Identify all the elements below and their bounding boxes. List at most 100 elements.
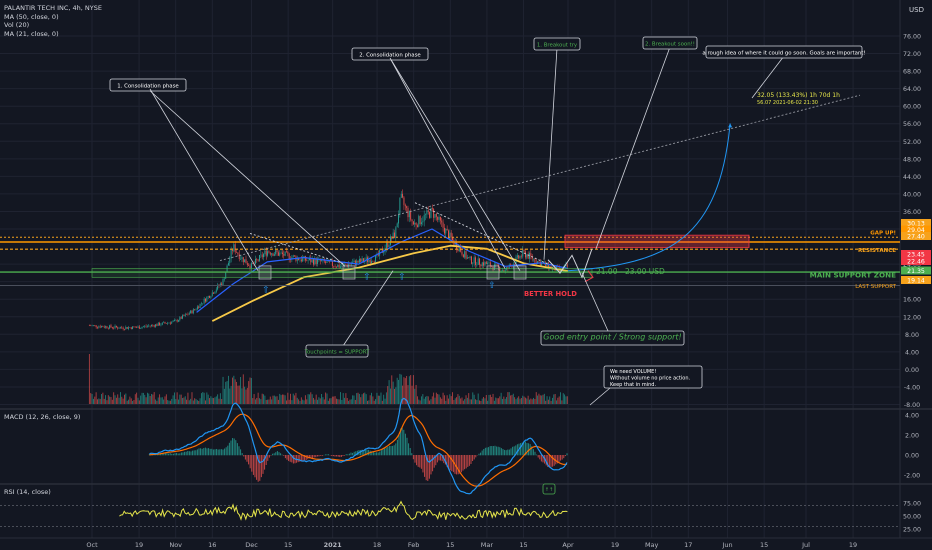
- macd-hist-185: [444, 455, 446, 465]
- volume-bar-352: [564, 394, 566, 404]
- macd-hist-56: [238, 446, 240, 456]
- candle-body-36: [137, 326, 139, 328]
- rsi-tick-0: 75.00: [903, 501, 921, 508]
- volume-bar-117: [246, 387, 248, 404]
- volume-bar-60: [169, 400, 171, 404]
- volume-bar-143: [281, 394, 283, 404]
- volume-bar-255: [433, 392, 435, 404]
- volume-bar-263: [443, 395, 445, 404]
- macd-hist-250: [548, 455, 550, 468]
- volume-bar-231: [400, 374, 402, 404]
- candle-body-184: [337, 264, 339, 268]
- candle-body-330: [534, 258, 536, 263]
- volume-bar-70: [183, 397, 185, 404]
- volume-bar-156: [299, 400, 301, 404]
- candle-body-95: [217, 284, 219, 290]
- volume-bar-82: [199, 398, 201, 404]
- macd-hist-15: [172, 453, 174, 456]
- volume-bar-294: [485, 394, 487, 404]
- target-line2: 56.07 2021-06-02 21:30: [757, 100, 818, 106]
- rsi-legend[interactable]: RSI (14, close): [4, 488, 51, 496]
- candle-body-182: [334, 266, 336, 267]
- candle-body-306: [502, 270, 503, 271]
- volume-bar-103: [227, 375, 229, 404]
- drawing-layer[interactable]: ⇧ ⇧ ⇧ ⇧ 1. Consolidation phase 2. Consolidati…: [0, 36, 900, 495]
- macd-hist-85: [284, 455, 286, 459]
- vol-legend[interactable]: Vol (20): [4, 21, 30, 30]
- volume-bar-342: [550, 400, 552, 404]
- macd-hist-97: [304, 455, 306, 461]
- candle-body-67: [179, 317, 181, 321]
- macd-tick-3: -2.00: [904, 473, 920, 480]
- volume-bar-274: [458, 395, 460, 404]
- macd-hist-174: [427, 455, 429, 481]
- candle-body-91: [211, 292, 213, 297]
- macd-hist-259: [563, 455, 565, 459]
- volume-bar-141: [279, 393, 281, 404]
- touch-arrow-0: ⇧: [262, 286, 270, 296]
- macd-hist-114: [331, 455, 333, 457]
- macd-hist-177: [432, 455, 434, 472]
- macd-hist-139: [371, 451, 373, 456]
- volume-bar-159: [303, 400, 305, 404]
- volume-bar-83: [200, 393, 202, 404]
- volume-bar-285: [473, 394, 475, 404]
- candle-body-207: [368, 259, 370, 262]
- candle-body-53: [160, 324, 162, 326]
- volume-bar-136: [272, 395, 274, 404]
- candle-body-233: [403, 197, 405, 205]
- volume-bar-185: [338, 399, 340, 404]
- volume-bar-194: [350, 399, 352, 404]
- candle-body-260: [439, 216, 441, 221]
- price-axis[interactable]: 76.00 72.00 68.00 64.00 60.00 56.00 52.00 48.00…: [901, 34, 931, 534]
- volume-bar-217: [381, 400, 383, 404]
- volume-bar-29: [128, 399, 129, 404]
- candle-body-89: [209, 296, 210, 298]
- volume-bar-350: [561, 400, 563, 404]
- macd-tick-2: 0.00: [905, 453, 919, 460]
- candle-body-307: [503, 270, 505, 272]
- candle-body-121: [252, 262, 254, 264]
- volume-bar-208: [369, 395, 371, 404]
- macd-legend[interactable]: MACD (12, 26, close, 9): [4, 413, 81, 421]
- candle-body-101: [225, 272, 227, 279]
- macd-hist-187: [448, 455, 450, 469]
- volume-bar-249: [425, 396, 426, 404]
- volume-bar-244: [418, 399, 420, 404]
- macd-hist-124: [347, 454, 349, 456]
- macd-hist-62: [248, 455, 250, 465]
- symbol-title[interactable]: PALANTIR TECH INC, 4h, NYSE: [4, 4, 102, 12]
- time-axis[interactable]: Oct 19 Nov 16 Dec 15 2021 18 Feb 15 Mar 15 Apr 19 May 1…: [86, 541, 857, 549]
- candle-body-268: [450, 232, 452, 238]
- candle-body-282: [469, 256, 471, 259]
- candle-body-308: [504, 269, 506, 272]
- macd-hist-203: [473, 455, 475, 460]
- candle-body-20: [115, 325, 117, 328]
- volume-bar-333: [538, 393, 540, 404]
- ma50-legend[interactable]: MA (50, close, 0): [4, 12, 59, 21]
- candle-body-30: [129, 327, 131, 328]
- candle-body-47: [152, 324, 154, 326]
- volume-bar-304: [499, 396, 501, 404]
- consolidation1-callout-text: 1. Consolidation phase: [117, 83, 179, 89]
- macd-hist-241: [534, 451, 536, 456]
- macd-hist-13: [169, 453, 171, 456]
- candle-body-92: [213, 292, 215, 294]
- candle-body-163: [308, 258, 310, 261]
- candle-body-29: [128, 327, 129, 329]
- volume-bar-314: [512, 393, 514, 404]
- macd-hist-198: [465, 455, 467, 469]
- macd-hist-19: [179, 453, 181, 456]
- candle-body-42: [145, 325, 147, 327]
- macd-hist-79: [275, 452, 277, 456]
- candle-body-105: [230, 249, 232, 259]
- volume-bar-91: [211, 397, 213, 404]
- ma21-legend[interactable]: MA (21, close, 0): [4, 29, 59, 38]
- macd-hist-72: [264, 455, 266, 470]
- candle-body-165: [311, 259, 313, 263]
- time-tick-14: May: [645, 541, 659, 549]
- volume-bar-189: [344, 397, 345, 404]
- volume-bar-301: [495, 397, 497, 404]
- volume-bar-329: [533, 397, 534, 404]
